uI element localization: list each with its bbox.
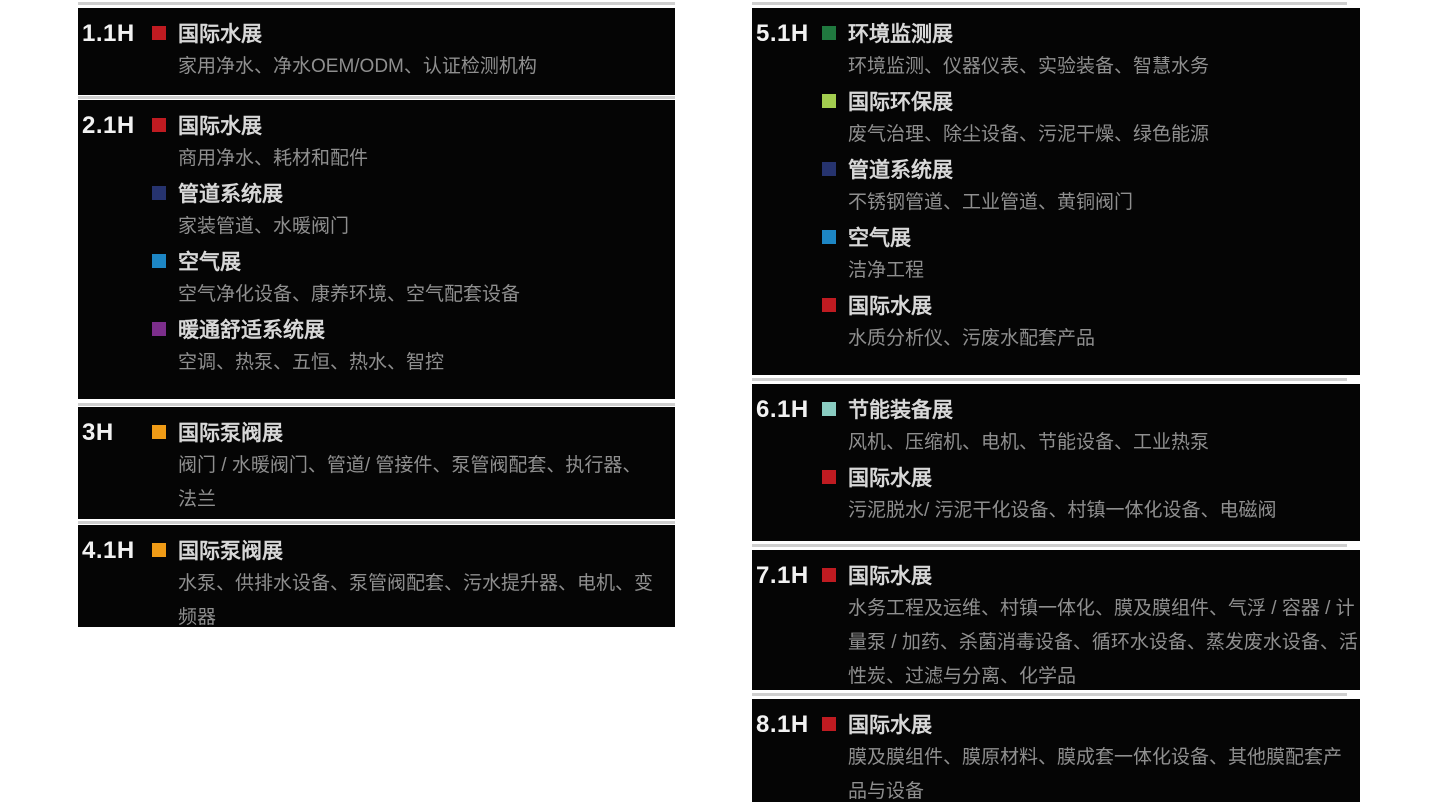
exhibition-description: 水泵、供排水设备、泵管阀配套、污水提升器、电机、变频器 — [178, 573, 654, 627]
divider — [78, 521, 675, 524]
divider — [78, 96, 675, 99]
exhibition-description: 水务工程及运维、村镇一体化、膜及膜组件、气浮 / 容器 / 计量泵 / 加药、杀… — [848, 598, 1358, 687]
exhibition-title: 国际水展 — [848, 714, 932, 737]
category-swatch — [822, 717, 836, 731]
category-swatch — [822, 230, 836, 244]
exhibition-title: 暖通舒适系统展 — [178, 319, 325, 342]
exhibition-section: 空气展 洁净工程 — [822, 220, 1360, 288]
exhibition-description: 水质分析仪、污废水配套产品 — [848, 328, 1096, 349]
hall-number: 3H — [82, 419, 114, 446]
exhibition-title: 国际泵阀展 — [178, 422, 283, 445]
exhibition-title: 国际水展 — [848, 467, 932, 490]
hall-number: 5.1H — [756, 20, 809, 47]
category-swatch — [152, 26, 166, 40]
exhibition-description: 污泥脱水/ 污泥干化设备、村镇一体化设备、电磁阀 — [848, 500, 1277, 521]
hall-number: 2.1H — [82, 112, 135, 139]
hall-block-3h: 3H 国际泵阀展 阀门 / 水暖阀门、管道/ 管接件、泵管阀配套、执行器、法兰 — [78, 407, 675, 519]
exhibition-title: 国际水展 — [178, 23, 262, 46]
divider — [752, 378, 1347, 381]
divider — [752, 2, 1347, 5]
exhibition-title: 国际水展 — [848, 295, 932, 318]
hall-number: 1.1H — [82, 20, 135, 47]
exhibition-section: 国际水展 水务工程及运维、村镇一体化、膜及膜组件、气浮 / 容器 / 计量泵 /… — [822, 558, 1360, 690]
exhibition-title: 国际水展 — [848, 565, 932, 588]
category-swatch — [152, 425, 166, 439]
exhibition-title: 管道系统展 — [848, 159, 953, 182]
exhibition-section: 管道系统展 家装管道、水暖阀门 — [152, 176, 675, 244]
divider — [78, 2, 675, 5]
category-swatch — [822, 402, 836, 416]
hall-block-5-1h: 5.1H 环境监测展 环境监测、仪器仪表、实验装备、智慧水务 国际环保展 废气治… — [752, 8, 1360, 375]
hall-block-1-1h: 1.1H 国际水展 家用净水、净水OEM/ODM、认证检测机构 — [78, 8, 675, 95]
exhibition-description: 空气净化设备、康养环境、空气配套设备 — [178, 284, 521, 305]
exhibition-description: 不锈钢管道、工业管道、黄铜阀门 — [848, 192, 1134, 213]
exhibition-section: 国际水展 污泥脱水/ 污泥干化设备、村镇一体化设备、电磁阀 — [822, 460, 1360, 528]
column-left: 1.1H 国际水展 家用净水、净水OEM/ODM、认证检测机构 2.1H — [78, 0, 675, 802]
exhibition-description: 洁净工程 — [848, 260, 925, 281]
exhibition-description: 家用净水、净水OEM/ODM、认证检测机构 — [178, 56, 537, 77]
exhibition-section: 国际水展 水质分析仪、污废水配套产品 — [822, 288, 1360, 356]
exhibition-title: 国际环保展 — [848, 91, 953, 114]
hall-block-6-1h: 6.1H 节能装备展 风机、压缩机、电机、节能设备、工业热泵 国际水展 污泥脱水… — [752, 384, 1360, 541]
exhibition-section: 空气展 空气净化设备、康养环境、空气配套设备 — [152, 244, 675, 312]
exhibition-description: 商用净水、耗材和配件 — [178, 148, 369, 169]
exhibition-section: 国际水展 膜及膜组件、膜原材料、膜成套一体化设备、其他膜配套产品与设备 — [822, 707, 1360, 802]
divider — [78, 403, 675, 406]
category-swatch — [822, 94, 836, 108]
category-swatch — [822, 470, 836, 484]
exhibition-description: 环境监测、仪器仪表、实验装备、智慧水务 — [848, 56, 1210, 77]
hall-block-4-1h: 4.1H 国际泵阀展 水泵、供排水设备、泵管阀配套、污水提升器、电机、变频器 — [78, 525, 675, 627]
divider — [752, 693, 1347, 696]
hall-number: 8.1H — [756, 711, 809, 738]
exhibition-title: 管道系统展 — [178, 183, 283, 206]
category-swatch — [152, 543, 166, 557]
exhibition-section: 国际水展 家用净水、净水OEM/ODM、认证检测机构 — [152, 16, 675, 84]
hall-number: 7.1H — [756, 562, 809, 589]
exhibition-title: 节能装备展 — [848, 399, 953, 422]
exhibition-title: 空气展 — [178, 251, 241, 274]
category-swatch — [822, 162, 836, 176]
exhibition-section: 国际泵阀展 阀门 / 水暖阀门、管道/ 管接件、泵管阀配套、执行器、法兰 — [152, 415, 675, 517]
category-swatch — [822, 26, 836, 40]
exhibition-section: 管道系统展 不锈钢管道、工业管道、黄铜阀门 — [822, 152, 1360, 220]
exhibition-section: 环境监测展 环境监测、仪器仪表、实验装备、智慧水务 — [822, 16, 1360, 84]
exhibition-title: 空气展 — [848, 227, 911, 250]
exhibition-title: 环境监测展 — [848, 23, 953, 46]
divider — [752, 544, 1347, 547]
category-swatch — [822, 568, 836, 582]
exhibition-description: 废气治理、除尘设备、污泥干燥、绿色能源 — [848, 124, 1210, 145]
hall-number: 4.1H — [82, 537, 135, 564]
exhibition-section: 国际泵阀展 水泵、供排水设备、泵管阀配套、污水提升器、电机、变频器 — [152, 533, 675, 627]
category-swatch — [152, 254, 166, 268]
category-swatch — [152, 186, 166, 200]
category-swatch — [152, 322, 166, 336]
exhibition-section: 国际水展 商用净水、耗材和配件 — [152, 108, 675, 176]
hall-number: 6.1H — [756, 396, 809, 423]
exhibition-title: 国际泵阀展 — [178, 540, 283, 563]
exhibition-description: 家装管道、水暖阀门 — [178, 216, 350, 237]
hall-block-7-1h: 7.1H 国际水展 水务工程及运维、村镇一体化、膜及膜组件、气浮 / 容器 / … — [752, 550, 1360, 690]
exhibition-title: 国际水展 — [178, 115, 262, 138]
exhibition-description: 阀门 / 水暖阀门、管道/ 管接件、泵管阀配套、执行器、法兰 — [178, 455, 642, 510]
exhibition-section: 国际环保展 废气治理、除尘设备、污泥干燥、绿色能源 — [822, 84, 1360, 152]
exhibition-section: 节能装备展 风机、压缩机、电机、节能设备、工业热泵 — [822, 392, 1360, 460]
category-swatch — [822, 298, 836, 312]
exhibition-section: 暖通舒适系统展 空调、热泵、五恒、热水、智控 — [152, 312, 675, 380]
exhibition-description: 膜及膜组件、膜原材料、膜成套一体化设备、其他膜配套产品与设备 — [848, 747, 1343, 802]
exhibition-description: 空调、热泵、五恒、热水、智控 — [178, 352, 445, 373]
category-swatch — [152, 118, 166, 132]
hall-block-8-1h: 8.1H 国际水展 膜及膜组件、膜原材料、膜成套一体化设备、其他膜配套产品与设备 — [752, 699, 1360, 802]
column-right: 5.1H 环境监测展 环境监测、仪器仪表、实验装备、智慧水务 国际环保展 废气治… — [752, 0, 1360, 802]
exhibition-description: 风机、压缩机、电机、节能设备、工业热泵 — [848, 432, 1210, 453]
hall-block-2-1h: 2.1H 国际水展 商用净水、耗材和配件 管道系统展 家装管道、水暖阀门 — [78, 100, 675, 399]
